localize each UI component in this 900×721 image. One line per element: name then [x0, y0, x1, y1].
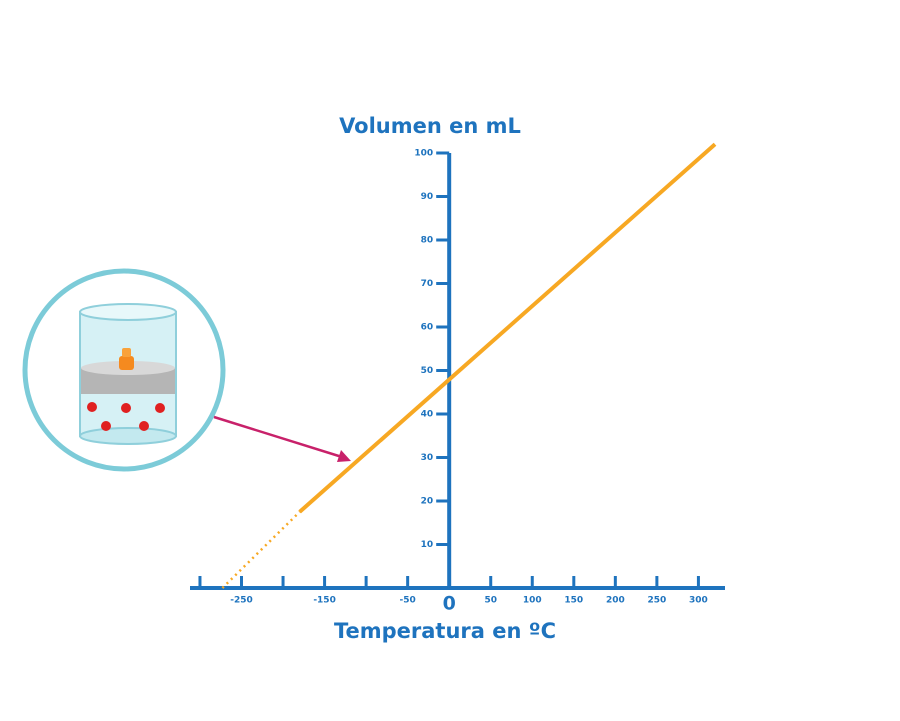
- y-tick-label: 90: [421, 192, 434, 202]
- weight: [119, 356, 134, 370]
- y-tick-label: 80: [421, 236, 434, 246]
- particle: [139, 421, 149, 431]
- x-tick-label: 100: [523, 596, 542, 606]
- y-tick-label: 30: [421, 453, 434, 463]
- y-tick-label: 40: [421, 410, 434, 420]
- arrow-head: [337, 450, 351, 462]
- arrow-line: [213, 415, 343, 459]
- particle: [101, 421, 111, 431]
- particle: [155, 403, 165, 413]
- pointer-arrow: [213, 415, 351, 462]
- beaker-base: [79, 427, 177, 445]
- y-tick-label: 60: [421, 323, 434, 333]
- y-axis-title: Volumen en mL: [339, 114, 521, 138]
- particle: [87, 402, 97, 412]
- beaker-rim: [79, 303, 177, 321]
- x-tick-label: 50: [484, 596, 497, 606]
- x-tick-label: -150: [313, 596, 336, 606]
- y-tick-label: 20: [421, 497, 434, 507]
- y-tick-label: 50: [421, 366, 434, 376]
- x-tick-label: 250: [647, 596, 666, 606]
- y-tick-label: 100: [414, 149, 433, 159]
- particle: [121, 403, 131, 413]
- x-tick-label: 300: [689, 596, 708, 606]
- x-tick-label: -250: [230, 596, 253, 606]
- x-tick-label: 200: [606, 596, 625, 606]
- data-line: [298, 142, 717, 514]
- weight-knob: [122, 348, 131, 357]
- x-tick-label: -50: [400, 596, 416, 606]
- x-tick-label: 150: [564, 596, 583, 606]
- beaker-illustration: [22, 268, 226, 472]
- x-tick-label: 0: [443, 593, 456, 615]
- x-axis-title: Temperatura en ºC: [334, 619, 556, 643]
- y-tick-label: 10: [421, 540, 434, 550]
- data-line: [221, 510, 301, 589]
- y-tick-label: 70: [421, 279, 434, 289]
